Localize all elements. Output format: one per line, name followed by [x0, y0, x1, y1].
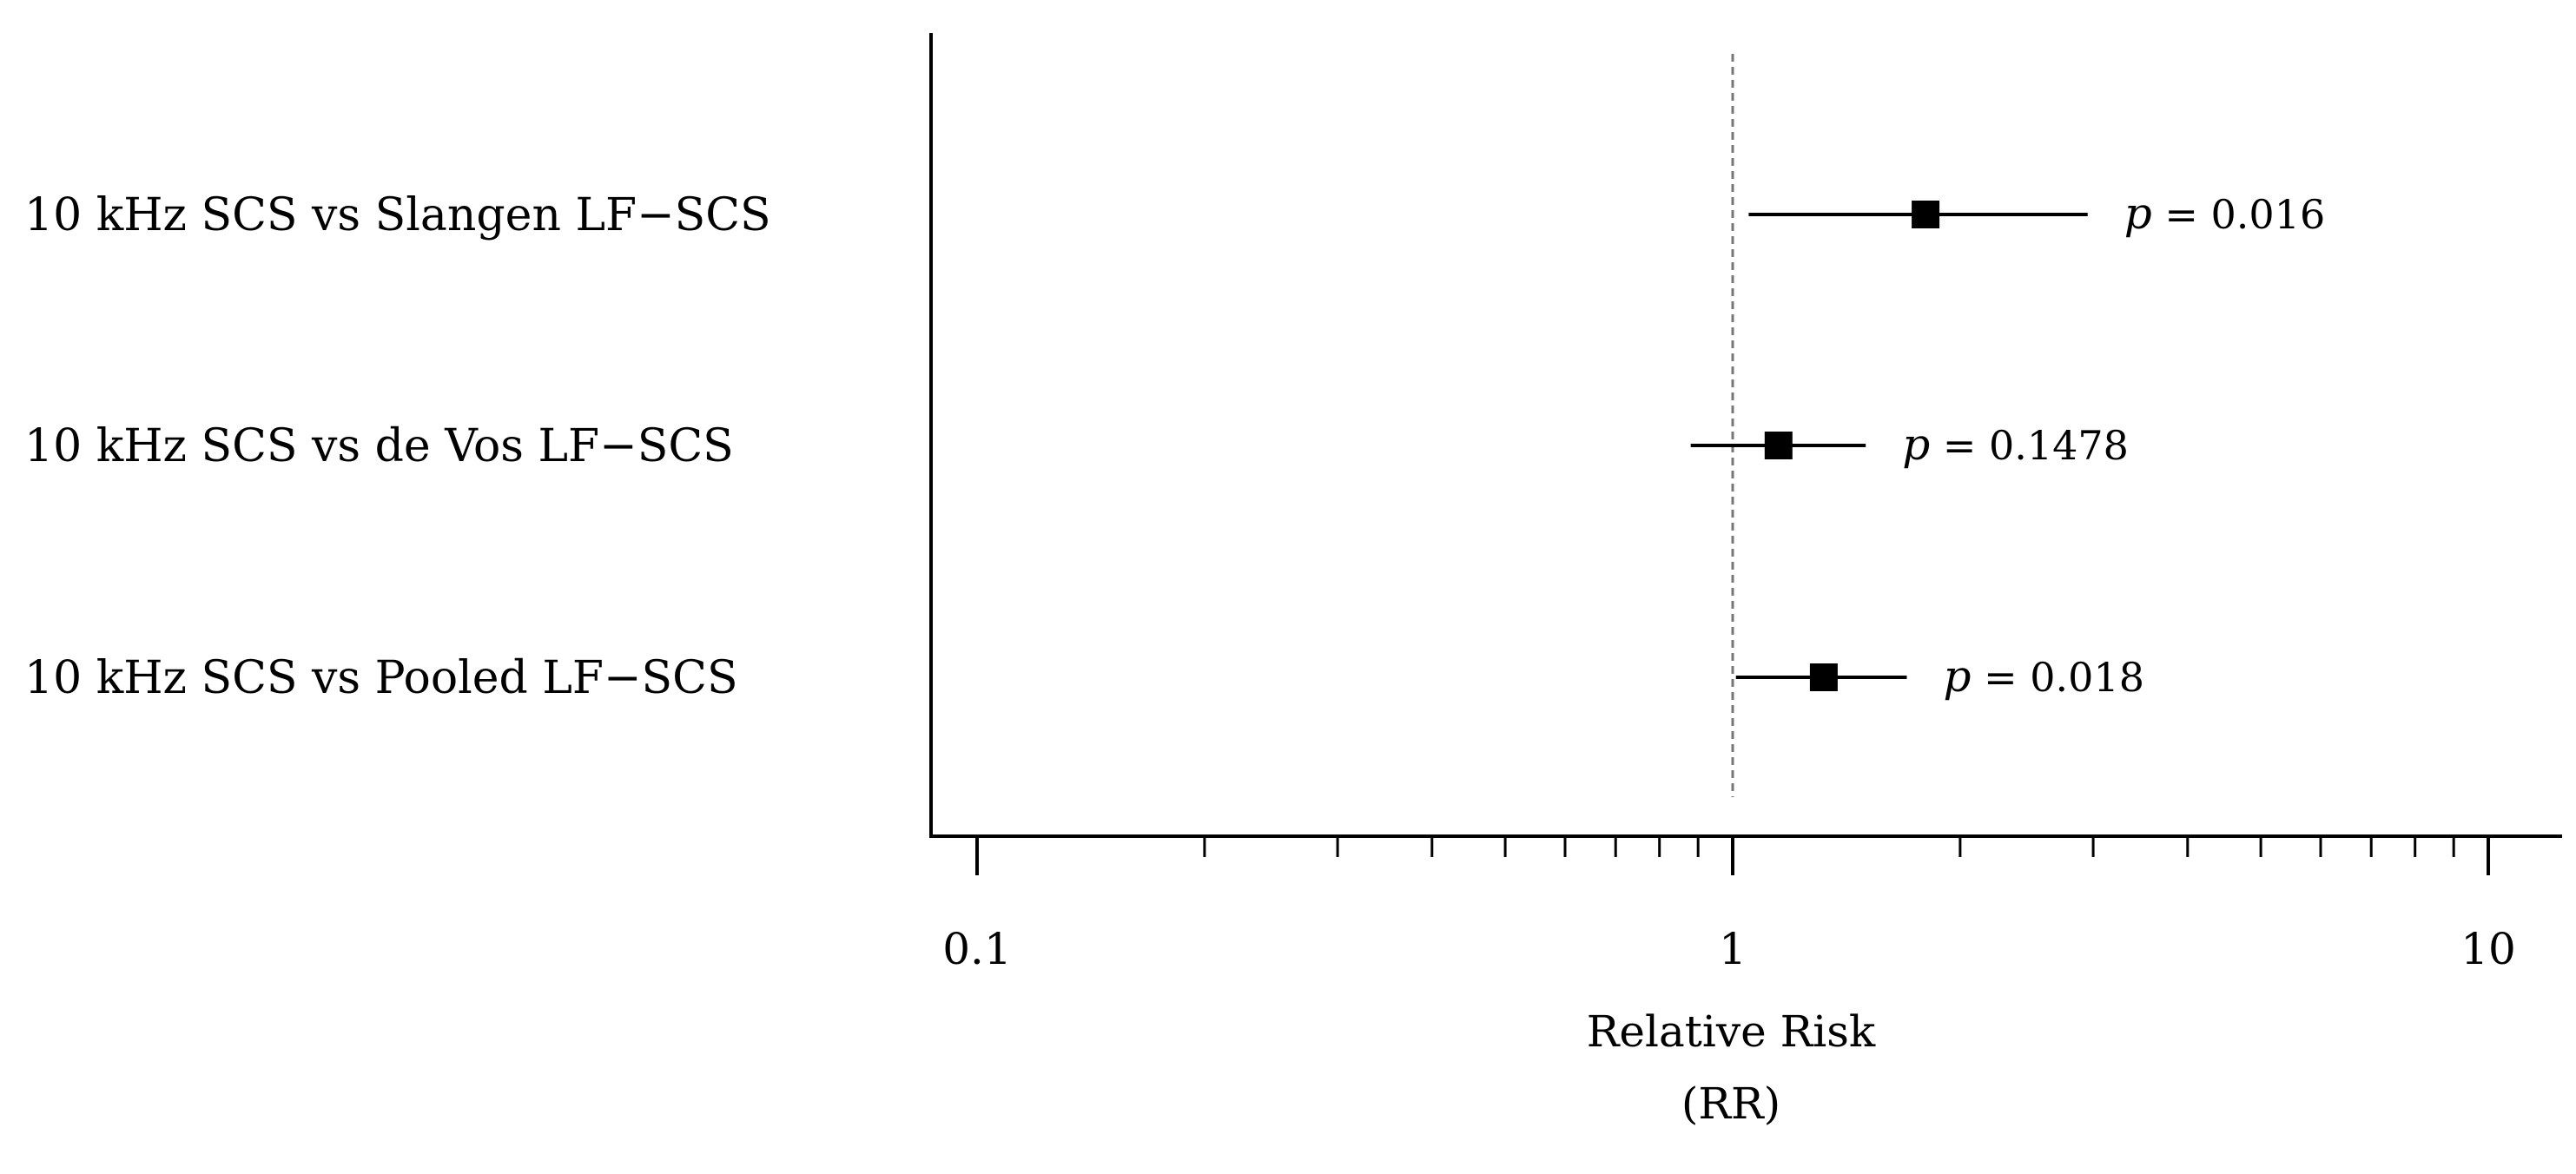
forest-rows: 10 kHz SCS vs Slangen LF−SCS p = 0.016 10 …: [24, 188, 2325, 704]
p-symbol: p: [2124, 188, 2152, 239]
p-value-0: p = 0.016: [2124, 188, 2326, 239]
p-value-text: = 0.018: [1972, 654, 2144, 701]
point-estimate-2: [1809, 663, 1838, 691]
row-label-1: 10 kHz SCS vs de Vos LF−SCS: [24, 420, 734, 472]
p-value-text: = 0.1478: [1930, 422, 2129, 469]
p-value-1: p = 0.1478: [1902, 419, 2129, 470]
point-estimate-1: [1764, 432, 1793, 459]
row-label-0: 10 kHz SCS vs Slangen LF−SCS: [24, 189, 771, 241]
x-axis-ticks: 0.1 1 10: [942, 836, 2516, 974]
row-label-2: 10 kHz SCS vs Pooled LF−SCS: [24, 652, 738, 704]
p-value-2: p = 0.018: [1943, 651, 2144, 702]
tick-label-2: 10: [2460, 924, 2516, 974]
x-axis-label-line-2: (RR): [1681, 1078, 1780, 1129]
x-axis-label-line-1: Relative Risk: [1587, 1006, 1876, 1057]
p-symbol: p: [1943, 651, 1971, 702]
point-estimate-0: [1912, 201, 1940, 228]
p-value-text: = 0.016: [2152, 191, 2325, 238]
p-symbol: p: [1902, 419, 1930, 470]
tick-label-0: 0.1: [942, 924, 1012, 974]
tick-label-1: 1: [1719, 924, 1747, 974]
